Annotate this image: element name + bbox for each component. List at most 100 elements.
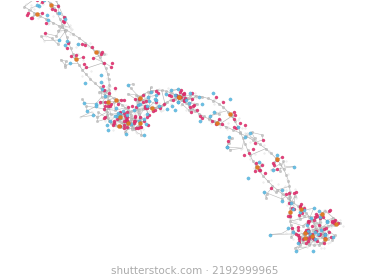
Point bbox=[198, 114, 204, 119]
Point bbox=[322, 233, 328, 238]
Point bbox=[242, 126, 248, 130]
Point bbox=[163, 92, 169, 96]
Point bbox=[305, 228, 311, 232]
Point bbox=[103, 68, 109, 73]
Point bbox=[189, 106, 195, 111]
Point bbox=[138, 94, 144, 99]
Point bbox=[55, 42, 61, 46]
Point bbox=[301, 236, 307, 241]
Point bbox=[53, 34, 59, 38]
Point bbox=[252, 136, 258, 140]
Point bbox=[62, 64, 68, 69]
Point bbox=[157, 106, 163, 111]
Point bbox=[103, 52, 109, 56]
Point bbox=[217, 109, 223, 113]
Point bbox=[107, 119, 113, 123]
Point bbox=[306, 239, 312, 244]
Point bbox=[270, 162, 277, 166]
Point bbox=[176, 93, 182, 98]
Point bbox=[173, 92, 179, 97]
Point bbox=[308, 218, 315, 223]
Point bbox=[291, 219, 297, 223]
Point bbox=[133, 104, 139, 109]
Point bbox=[41, 31, 48, 36]
Point bbox=[103, 66, 109, 71]
Point bbox=[305, 231, 311, 235]
Point bbox=[224, 145, 230, 149]
Point bbox=[31, 12, 37, 16]
Point bbox=[253, 161, 259, 165]
Point bbox=[259, 180, 266, 184]
Point bbox=[145, 95, 151, 100]
Point bbox=[97, 99, 103, 104]
Point bbox=[312, 229, 318, 234]
Point bbox=[316, 242, 322, 247]
Point bbox=[118, 120, 124, 124]
Point bbox=[268, 186, 275, 191]
Point bbox=[317, 223, 323, 227]
Point bbox=[161, 101, 167, 106]
Point bbox=[321, 240, 327, 245]
Point bbox=[170, 96, 176, 100]
Point bbox=[302, 239, 308, 243]
Point bbox=[238, 146, 244, 151]
Point bbox=[73, 57, 79, 62]
Point bbox=[92, 81, 98, 85]
Point bbox=[310, 230, 316, 234]
Point bbox=[214, 121, 220, 125]
Point bbox=[142, 105, 148, 110]
Point bbox=[106, 94, 112, 99]
Point bbox=[267, 232, 273, 237]
Point bbox=[87, 40, 93, 45]
Point bbox=[172, 97, 178, 102]
Point bbox=[156, 108, 163, 112]
Point bbox=[79, 67, 85, 72]
Point bbox=[93, 104, 99, 108]
Point bbox=[229, 136, 235, 141]
Point bbox=[135, 126, 141, 130]
Point bbox=[178, 94, 184, 98]
Point bbox=[141, 120, 147, 124]
Point bbox=[136, 97, 142, 102]
Point bbox=[106, 88, 112, 92]
Point bbox=[292, 194, 298, 199]
Point bbox=[31, 7, 37, 11]
Point bbox=[315, 235, 321, 239]
Point bbox=[115, 124, 121, 129]
Point bbox=[105, 106, 111, 111]
Point bbox=[232, 113, 239, 117]
Point bbox=[327, 239, 333, 244]
Point bbox=[159, 102, 165, 107]
Point bbox=[268, 151, 274, 156]
Point bbox=[130, 110, 136, 115]
Point bbox=[121, 124, 127, 128]
Point bbox=[220, 105, 227, 110]
Point bbox=[41, 0, 47, 2]
Point bbox=[305, 232, 312, 236]
Point bbox=[133, 93, 140, 97]
Point bbox=[37, 14, 43, 18]
Point bbox=[106, 118, 112, 123]
Point bbox=[96, 57, 103, 62]
Point bbox=[285, 178, 291, 183]
Point bbox=[205, 96, 211, 101]
Point bbox=[122, 114, 128, 118]
Point bbox=[241, 153, 248, 157]
Point bbox=[124, 119, 130, 124]
Point bbox=[298, 228, 304, 233]
Point bbox=[134, 112, 140, 117]
Point bbox=[58, 25, 65, 29]
Point bbox=[261, 150, 267, 155]
Point bbox=[142, 99, 149, 104]
Point bbox=[144, 106, 151, 111]
Point bbox=[140, 100, 147, 104]
Point bbox=[317, 241, 324, 246]
Point bbox=[253, 164, 259, 168]
Point bbox=[177, 90, 183, 94]
Point bbox=[76, 62, 82, 67]
Point bbox=[298, 209, 304, 213]
Point bbox=[332, 218, 338, 223]
Point bbox=[238, 130, 244, 135]
Point bbox=[129, 122, 136, 127]
Point bbox=[289, 225, 295, 230]
